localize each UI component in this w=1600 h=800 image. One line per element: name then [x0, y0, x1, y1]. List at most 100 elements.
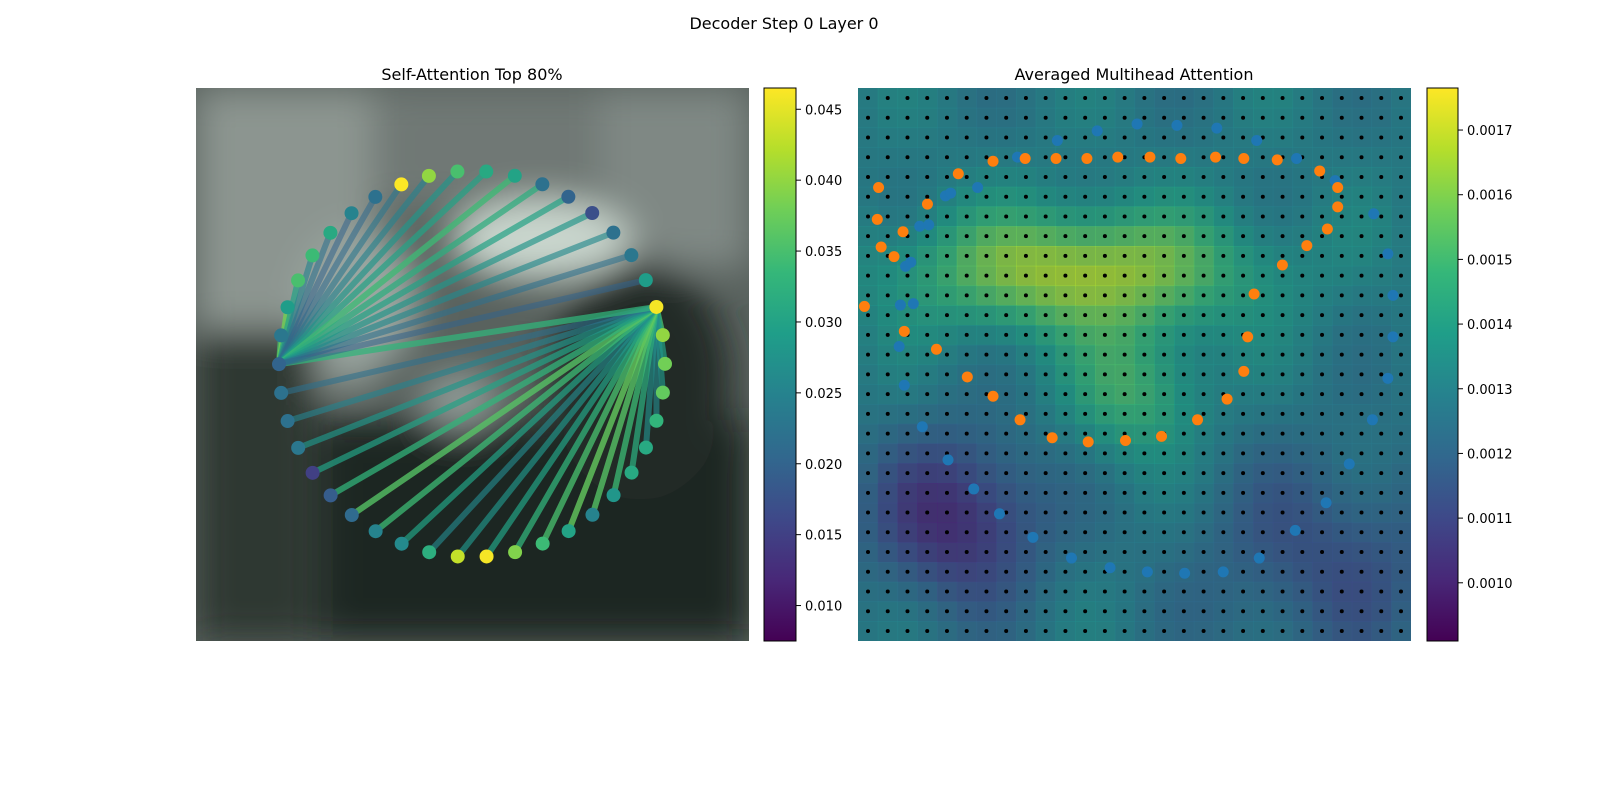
grid-point [964, 352, 969, 357]
left-colorbar-ticks: 0.010 0.015 0.020 0.025 0.030 0.035 0.040 0.045 [796, 103, 842, 615]
grid-point [866, 352, 870, 357]
grid-point [944, 155, 949, 160]
grid-point [1320, 471, 1325, 476]
grid-point [1083, 629, 1088, 633]
grid-point [1142, 332, 1147, 337]
grid-point [1339, 530, 1344, 535]
grid-point [1320, 569, 1325, 574]
grid-point [984, 569, 989, 574]
grid-point [885, 234, 890, 239]
colorbar-tick-label: 0.010 [805, 600, 842, 615]
grid-point [1399, 392, 1403, 397]
grid-point [1359, 431, 1364, 436]
grid-point [1300, 135, 1305, 140]
grid-point [866, 490, 870, 495]
left-panel: Self-Attention Top 80% [196, 65, 749, 641]
grid-point [1359, 629, 1364, 633]
grid-point [905, 510, 910, 515]
grid-point [944, 293, 949, 298]
grid-point [1241, 273, 1246, 278]
grid-point [1201, 214, 1206, 219]
grid-point [1043, 431, 1048, 436]
outer-point [945, 187, 957, 199]
grid-point [1122, 135, 1127, 140]
grid-point [1221, 115, 1226, 120]
grid-point [866, 174, 870, 179]
grid-point [1083, 273, 1088, 278]
attention-edge [276, 277, 649, 368]
grid-point [1043, 194, 1048, 199]
grid-point [866, 550, 870, 555]
grid-point [1280, 194, 1285, 199]
grid-point [905, 293, 910, 298]
grid-point [1280, 411, 1285, 416]
grid-point [964, 431, 969, 436]
grid-point [964, 589, 969, 594]
grid-point [944, 96, 949, 100]
grid-point [1320, 155, 1325, 160]
grid-point [1260, 96, 1265, 100]
grid-point [1241, 510, 1246, 515]
grid-point [1399, 293, 1403, 298]
grid-point [885, 490, 890, 495]
grid-point [905, 273, 910, 278]
grid-point [944, 451, 949, 456]
outer-point [1179, 567, 1191, 579]
grid-point [905, 372, 910, 377]
grid-point [1260, 451, 1265, 456]
grid-point [944, 352, 949, 357]
grid-point [944, 135, 949, 140]
grid-point [1142, 471, 1147, 476]
outer-point [923, 219, 935, 231]
colorbar-tick-label: 0.045 [805, 103, 842, 118]
grid-point [1102, 629, 1107, 633]
grid-point [1280, 332, 1285, 337]
grid-point [1359, 392, 1364, 397]
attention-point [649, 413, 664, 428]
grid-point [1063, 135, 1068, 140]
grid-point [1359, 372, 1364, 377]
grid-point [866, 372, 870, 377]
grid-point [866, 293, 870, 298]
grid-point [1379, 352, 1384, 357]
inner-point [1019, 153, 1031, 165]
grid-point [1280, 253, 1285, 258]
grid-point [1260, 589, 1265, 594]
grid-point [1241, 135, 1246, 140]
grid-point [885, 293, 890, 298]
grid-point [944, 273, 949, 278]
inner-point [1175, 153, 1187, 165]
grid-point [1300, 214, 1305, 219]
grid-point [905, 174, 910, 179]
grid-point [944, 569, 949, 574]
grid-point [1043, 253, 1048, 258]
grid-point [1023, 332, 1028, 337]
grid-point [1122, 550, 1127, 555]
grid-point [1399, 214, 1403, 219]
grid-point [905, 155, 910, 160]
attention-edge [327, 303, 660, 499]
grid-point [866, 609, 870, 614]
inner-point [871, 213, 883, 225]
grid-point [1280, 530, 1285, 535]
grid-point [1221, 214, 1226, 219]
grid-point [1201, 273, 1206, 278]
grid-point [1142, 174, 1147, 179]
grid-point [944, 392, 949, 397]
keypoint-series [858, 118, 1399, 579]
grid-point [984, 313, 989, 318]
grid-point [1122, 234, 1127, 239]
grid-point [925, 273, 930, 278]
grid-point [1280, 490, 1285, 495]
inner-point [1276, 259, 1288, 271]
grid-point [1221, 234, 1226, 239]
grid-point [1241, 234, 1246, 239]
grid-point [1221, 194, 1226, 199]
grid-point [905, 214, 910, 219]
grid-point [964, 135, 969, 140]
inner-point [1332, 182, 1344, 194]
grid-point [1102, 550, 1107, 555]
attention-point [344, 507, 359, 522]
grid-point [1023, 471, 1028, 476]
grid-point [1359, 313, 1364, 318]
